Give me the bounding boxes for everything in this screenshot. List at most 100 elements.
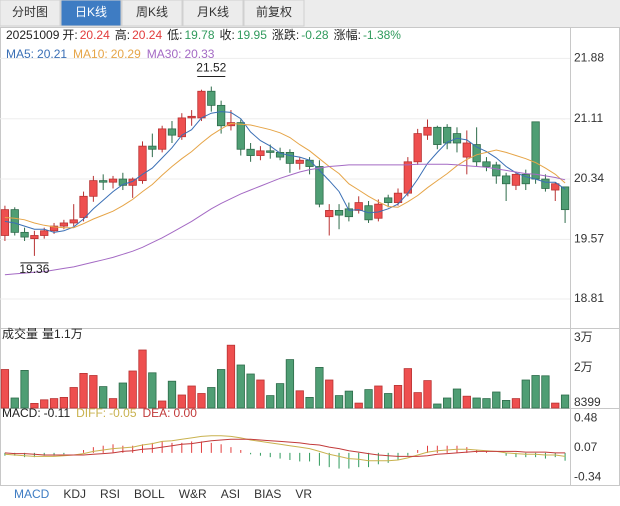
volume-bar [187,385,196,409]
candle-body [384,197,393,203]
candle-body [187,115,196,119]
y-tick-label: 2万 [574,360,593,374]
info-value: 19.78 [184,28,214,42]
candle-body [393,192,403,203]
candle-body [315,166,324,205]
candle-body [531,121,540,180]
tab[interactable] [60,0,122,27]
dea-line [4,438,566,457]
candle-body [246,148,255,156]
tab[interactable] [0,0,61,27]
volume-bar [30,403,39,409]
tab-label[interactable]: 分时图 [12,5,48,19]
volume-bar [59,397,69,409]
indicator-tab[interactable]: VR [295,487,312,501]
candle-body [40,230,49,236]
legend-name: MA10: [73,47,108,61]
volume-bar [177,394,186,409]
volume-bar [79,373,88,409]
info-value: -1.38% [363,28,401,42]
tab-label[interactable]: 日K线 [75,5,107,19]
volume-bar [325,379,334,409]
legend-name: MA30: [147,47,182,61]
volume-bar [541,375,550,409]
candle-body [236,122,245,150]
indicator-tab[interactable]: MACD [14,487,50,501]
volume-bar [334,395,344,409]
volume-bar [138,349,147,409]
candle-body [492,164,501,177]
candle-body [521,173,530,185]
y-tick-label: 0.48 [574,411,598,425]
candle-body [108,178,118,183]
y-tick-label: 21.11 [574,111,603,125]
candle-body [275,151,285,158]
candle-body [325,210,334,218]
date: 20251009 [6,28,60,42]
candle-body [79,195,88,218]
info-label: 涨幅: [334,27,361,42]
candle-body [89,180,98,197]
candle-body [551,183,560,191]
candle-body [423,126,432,136]
volume-bar [423,380,432,409]
candle-body [216,104,226,127]
volume-bar [462,395,471,409]
candle-body [256,150,265,156]
volume-bar [403,368,412,409]
volume-bar [20,370,29,409]
volume-bar [315,367,324,409]
volume-bar [413,392,422,409]
candle-body [443,126,452,144]
volume-bar [531,375,540,409]
volume-bar [443,397,452,409]
y-tick-label: 20.34 [574,171,604,185]
candle-body [177,117,186,138]
volume-bar [501,400,511,409]
candle-body [560,186,570,211]
volume-bar [0,369,10,409]
volume-bar [197,393,206,409]
info-value: 19.95 [237,28,267,42]
volume-bar [492,391,501,409]
candle-body [20,231,29,238]
volume-bar [246,373,255,409]
tab[interactable] [182,0,244,27]
volume-bar [374,385,383,409]
indicator-tab[interactable]: W&R [179,487,207,501]
volume-bar [40,399,49,409]
max-annotation: 21.52 [196,61,226,75]
indicator-tab[interactable]: RSI [100,487,120,501]
candle-body [413,133,422,163]
info-label: 开: [62,28,77,42]
candle-body [295,159,304,164]
info-label: 低: [167,28,182,42]
candle-body [403,161,412,194]
tab[interactable] [243,0,305,27]
tab-label[interactable]: 前复权 [256,4,292,19]
volume-bar [167,380,177,409]
diff-line [4,435,566,462]
info-label: 收: [220,28,235,42]
tab-label[interactable]: 月K线 [197,5,229,19]
macd-legend-name: DEA: [143,406,171,420]
tab-label[interactable]: 周K线 [136,5,168,19]
y-tick-label: 18.81 [574,291,604,305]
volume-bar [148,372,157,409]
tab[interactable] [121,0,183,27]
macd-legend-name: MACD: [2,406,41,420]
macd-legend-name: DIFF: [76,406,106,420]
candle-body [344,208,354,218]
candle-body [138,145,147,182]
indicator-tab[interactable]: BIAS [254,487,281,501]
y-tick-label: 3万 [574,330,593,344]
indicator-tab[interactable]: BOLL [134,487,165,501]
volume-bar [472,397,481,409]
indicator-tab[interactable]: KDJ [63,487,86,501]
indicator-tab[interactable]: ASI [221,487,240,501]
candle-body [30,235,39,240]
volume-bar [216,369,226,409]
macd-legend-value: -0.11 [44,406,71,420]
